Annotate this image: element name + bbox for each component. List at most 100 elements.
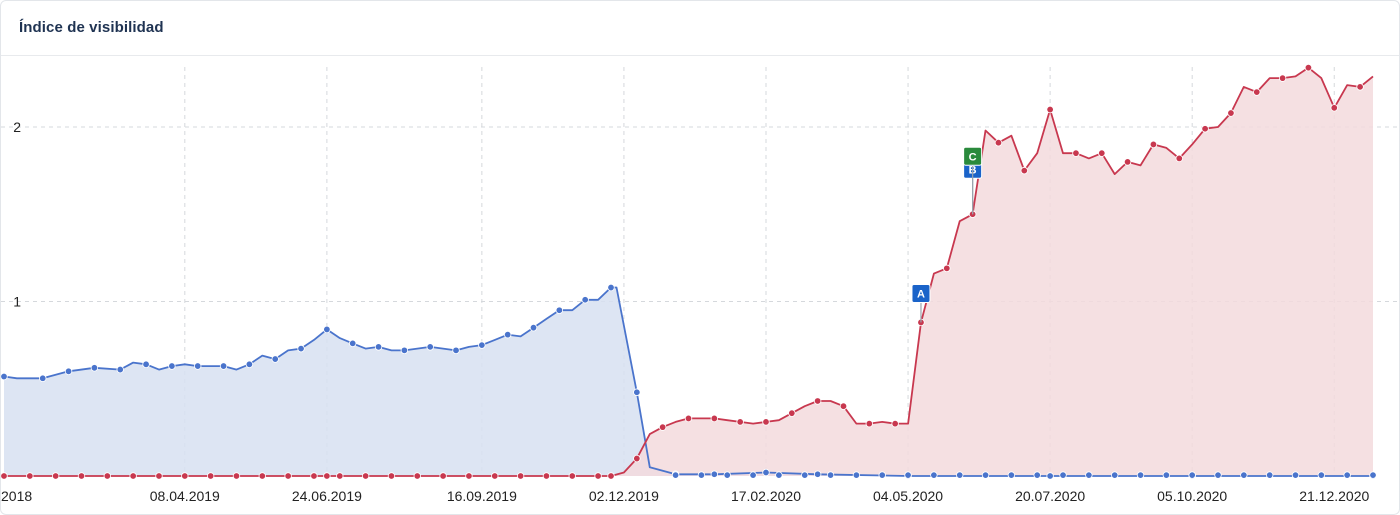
blue-data-point[interactable] <box>633 388 641 396</box>
blue-data-point[interactable] <box>1046 472 1054 480</box>
blue-data-point[interactable] <box>400 346 409 355</box>
red-data-point[interactable] <box>607 472 615 480</box>
red-data-point[interactable] <box>465 472 473 480</box>
blue-data-point[interactable] <box>1317 471 1326 479</box>
blue-data-point[interactable] <box>529 323 538 332</box>
red-data-point[interactable] <box>1201 125 1209 133</box>
red-data-point[interactable] <box>813 397 822 405</box>
blue-data-point[interactable] <box>1188 471 1196 479</box>
red-data-point[interactable] <box>310 472 318 480</box>
blue-data-point[interactable] <box>1265 471 1274 479</box>
red-data-point[interactable] <box>1227 109 1235 117</box>
blue-data-point[interactable] <box>1007 471 1016 479</box>
red-data-point[interactable] <box>77 472 86 480</box>
red-data-point[interactable] <box>943 264 951 273</box>
red-data-point[interactable] <box>323 472 331 480</box>
blue-data-point[interactable] <box>710 470 719 478</box>
blue-data-point[interactable] <box>1033 471 1041 479</box>
red-data-point[interactable] <box>491 472 499 480</box>
red-data-point[interactable] <box>865 419 874 428</box>
blue-data-point[interactable] <box>349 339 357 348</box>
blue-data-point[interactable] <box>852 471 861 479</box>
red-data-point[interactable] <box>232 472 241 480</box>
blue-data-point[interactable] <box>723 471 731 479</box>
blue-data-point[interactable] <box>826 471 835 479</box>
blue-data-point[interactable] <box>697 471 706 479</box>
blue-data-point[interactable] <box>1369 471 1377 479</box>
blue-data-point[interactable] <box>904 471 912 479</box>
blue-data-point[interactable] <box>1214 471 1222 479</box>
red-data-point[interactable] <box>387 472 396 480</box>
marker-a-badge[interactable] <box>911 283 931 303</box>
blue-data-point[interactable] <box>1162 471 1171 479</box>
red-data-point[interactable] <box>26 472 34 480</box>
red-data-point[interactable] <box>181 472 189 480</box>
blue-data-point[interactable] <box>878 471 886 479</box>
blue-data-point[interactable] <box>1136 471 1145 479</box>
blue-data-point[interactable] <box>956 471 964 479</box>
red-data-point[interactable] <box>839 402 848 410</box>
blue-data-point[interactable] <box>1343 471 1351 479</box>
blue-data-point[interactable] <box>478 341 486 349</box>
red-data-point[interactable] <box>439 472 447 480</box>
red-data-point[interactable] <box>568 472 576 480</box>
red-data-point[interactable] <box>103 472 112 480</box>
red-data-point[interactable] <box>762 418 770 426</box>
red-data-point[interactable] <box>516 472 525 480</box>
blue-data-point[interactable] <box>775 471 783 479</box>
blue-data-point[interactable] <box>245 360 254 369</box>
red-data-point[interactable] <box>258 472 267 480</box>
red-data-point[interactable] <box>658 423 667 431</box>
red-data-point[interactable] <box>129 472 137 480</box>
red-data-point[interactable] <box>788 409 796 417</box>
blue-data-point[interactable] <box>90 364 99 372</box>
red-data-point[interactable] <box>1 472 8 480</box>
blue-data-point[interactable] <box>426 343 434 351</box>
red-data-point[interactable] <box>1253 88 1261 96</box>
red-data-point[interactable] <box>51 472 60 480</box>
blue-data-point[interactable] <box>142 360 150 369</box>
red-data-point[interactable] <box>1330 104 1338 112</box>
event-markers[interactable]: ABC <box>911 146 983 323</box>
red-data-point[interactable] <box>1304 63 1313 72</box>
red-data-point[interactable] <box>684 414 693 423</box>
blue-data-point[interactable] <box>607 283 615 292</box>
red-data-point[interactable] <box>594 472 602 480</box>
blue-data-point[interactable] <box>1291 471 1300 479</box>
red-data-point[interactable] <box>1072 149 1080 157</box>
blue-data-point[interactable] <box>581 296 589 304</box>
blue-data-point[interactable] <box>981 471 990 479</box>
blue-data-point[interactable] <box>1110 471 1119 479</box>
blue-data-point[interactable] <box>762 468 770 477</box>
blue-data-point[interactable] <box>813 470 822 478</box>
blue-data-point[interactable] <box>801 471 809 479</box>
blue-data-point[interactable] <box>452 346 460 355</box>
blue-data-point[interactable] <box>116 365 124 374</box>
blue-data-point[interactable] <box>1059 471 1067 479</box>
red-data-point[interactable] <box>891 419 899 428</box>
red-data-point[interactable] <box>155 472 163 480</box>
red-data-point[interactable] <box>361 472 370 480</box>
blue-data-point[interactable] <box>1 372 8 381</box>
blue-data-point[interactable] <box>168 362 176 370</box>
red-data-point[interactable] <box>1175 154 1183 163</box>
blue-data-point[interactable] <box>1085 471 1093 479</box>
blue-data-point[interactable] <box>503 330 512 339</box>
red-data-point[interactable] <box>1356 83 1364 91</box>
blue-data-point[interactable] <box>271 355 279 363</box>
blue-data-point[interactable] <box>1240 471 1248 479</box>
red-data-point[interactable] <box>1020 166 1028 175</box>
red-data-point[interactable] <box>633 454 641 463</box>
red-data-point[interactable] <box>284 472 292 480</box>
blue-data-point[interactable] <box>671 471 680 479</box>
blue-data-point[interactable] <box>219 362 228 370</box>
red-data-point[interactable] <box>206 472 215 480</box>
blue-data-point[interactable] <box>555 306 564 314</box>
blue-data-point[interactable] <box>64 367 73 375</box>
red-data-point[interactable] <box>710 414 719 423</box>
red-data-point[interactable] <box>542 472 551 480</box>
red-data-point[interactable] <box>1098 149 1106 157</box>
blue-data-point[interactable] <box>297 344 305 353</box>
red-data-point[interactable] <box>413 472 421 480</box>
